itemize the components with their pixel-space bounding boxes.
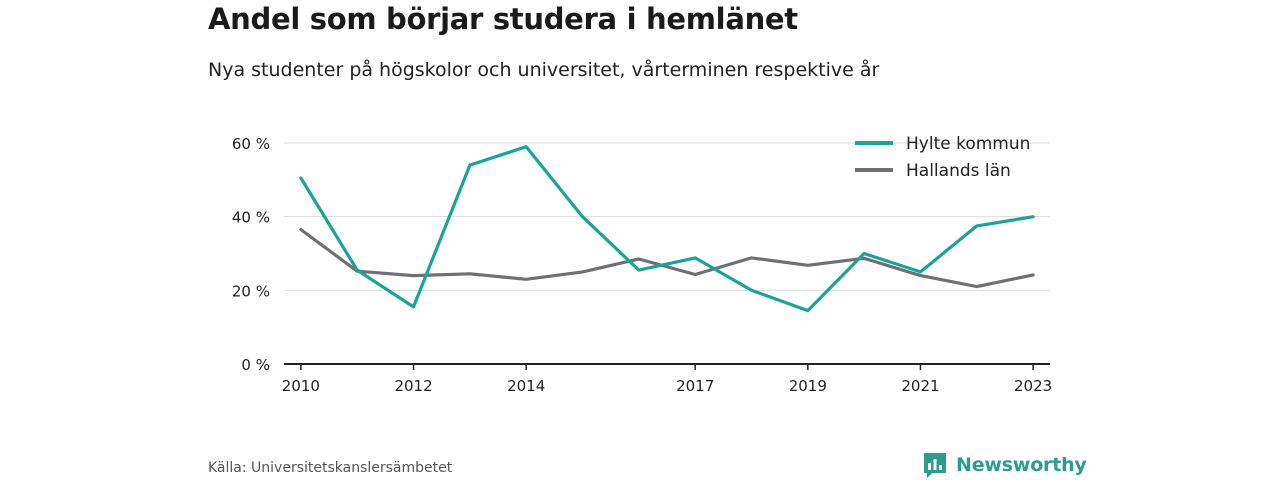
legend-label: Hylte kommun xyxy=(906,134,1030,154)
y-tick-label: 60 % xyxy=(232,135,270,153)
legend-label: Hallands län xyxy=(906,161,1011,181)
legend: Hylte kommun Hallands län xyxy=(855,134,1030,181)
x-tick-label: 2014 xyxy=(507,377,545,395)
chart-subtitle: Nya studenter på högskolor och universit… xyxy=(208,59,880,81)
x-tick-label: 2021 xyxy=(901,377,939,395)
x-tick-label: 2010 xyxy=(282,377,320,395)
newsworthy-logo-icon xyxy=(924,453,946,478)
brand-logo: Newsworthy xyxy=(922,451,1087,479)
series-line-hallands-län xyxy=(299,228,1035,289)
chart-title: Andel som börjar studera i hemlänet xyxy=(208,2,798,36)
x-tick-label: 2017 xyxy=(676,377,714,395)
line-chart: 0 % 20 % 40 % 60 % 2010 2012 2014 2017 2019 2021… xyxy=(232,134,1052,395)
gridlines xyxy=(284,142,1050,365)
x-tick-label: 2019 xyxy=(789,377,827,395)
y-tick-label: 20 % xyxy=(232,282,270,300)
source-note: Källa: Universitetskanslersämbetet xyxy=(208,460,453,476)
brand-name: Newsworthy xyxy=(956,454,1087,476)
y-tick-label: 40 % xyxy=(232,209,270,227)
x-tick-label: 2023 xyxy=(1014,377,1052,395)
y-axis-labels: 0 % 20 % 40 % 60 % xyxy=(232,135,270,374)
y-tick-label: 0 % xyxy=(241,356,270,374)
x-tick-label: 2012 xyxy=(394,377,432,395)
series-line-hylte-kommun xyxy=(299,145,1035,313)
x-axis-labels: 2010 2012 2014 2017 2019 2021 2023 xyxy=(282,364,1052,395)
series-lines xyxy=(299,145,1035,313)
